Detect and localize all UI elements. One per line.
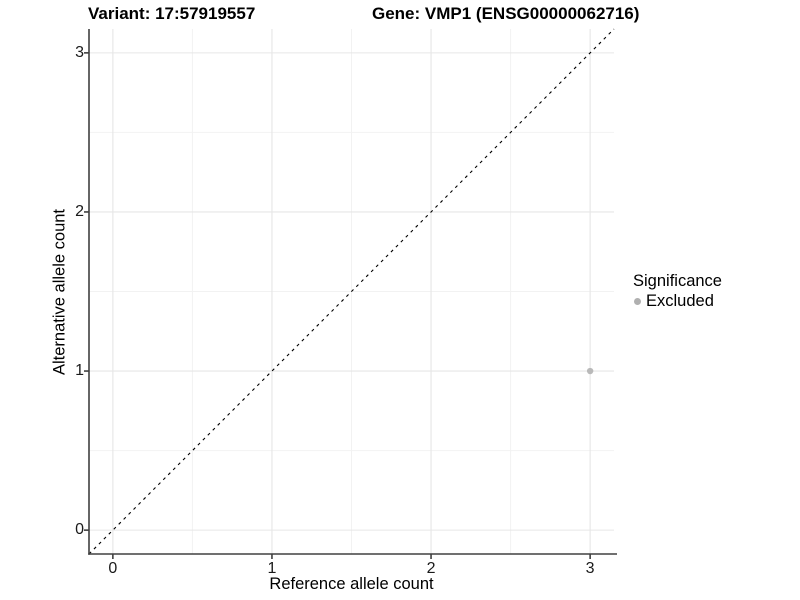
y-tick-label: 1 bbox=[75, 362, 84, 380]
y-tick-label: 3 bbox=[75, 43, 84, 61]
y-tick-label: 0 bbox=[75, 521, 84, 539]
y-tick-label: 2 bbox=[75, 202, 84, 220]
plot-title-variant: Variant: 17:57919557 bbox=[88, 4, 256, 23]
x-tick-label: 0 bbox=[108, 560, 118, 577]
legend-title: Significance bbox=[633, 272, 722, 290]
legend-item-label: Excluded bbox=[646, 292, 714, 310]
x-tick-label: 3 bbox=[585, 560, 595, 577]
x-tick-label: 1 bbox=[267, 560, 277, 577]
plot-title-gene: Gene: VMP1 (ENSG00000062716) bbox=[372, 4, 640, 23]
legend: Significance Excluded bbox=[633, 272, 722, 311]
data-point bbox=[586, 367, 594, 375]
y-axis-title: Alternative allele count bbox=[50, 208, 69, 376]
x-tick-label: 2 bbox=[426, 560, 436, 577]
identity-line bbox=[88, 28, 615, 555]
legend-point-swatch bbox=[634, 298, 641, 305]
x-axis-title: Reference allele count bbox=[269, 575, 434, 593]
legend-item-excluded: Excluded bbox=[633, 292, 722, 311]
